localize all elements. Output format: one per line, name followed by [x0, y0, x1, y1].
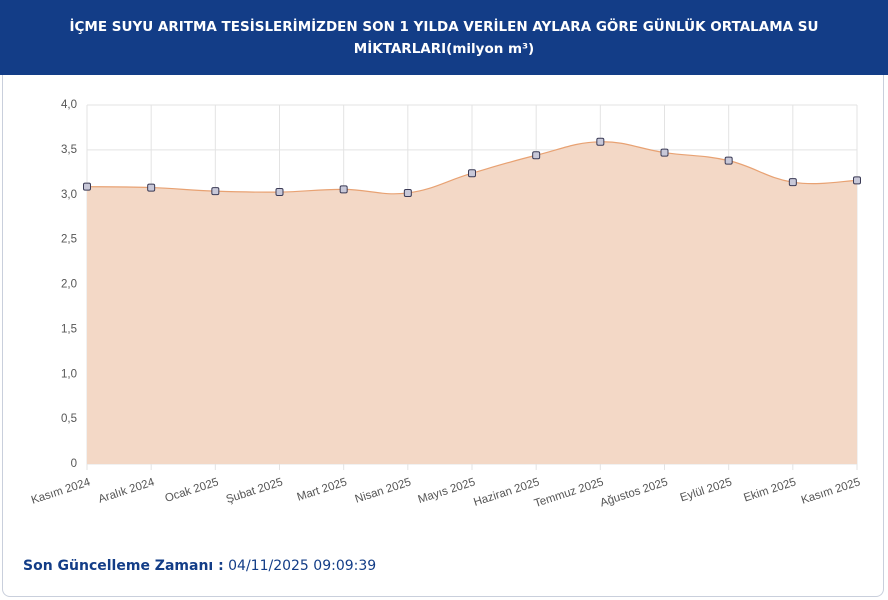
point: [403, 188, 412, 197]
x-tick-label: Eylül 2025: [679, 476, 734, 504]
x-tick-label: Ağustos 2025: [599, 476, 670, 509]
footer-value: 04/11/2025 09:09:39: [228, 558, 377, 574]
x-tick-label: Aralık 2024: [97, 476, 157, 506]
point: [724, 156, 733, 165]
chart-title: İÇME SUYU ARITMA TESİSLERİMİZDEN SON 1 Y…: [69, 18, 819, 57]
y-tick-label: 1,5: [61, 323, 77, 335]
x-tick-label: Şubat 2025: [225, 476, 285, 506]
point: [83, 182, 91, 191]
x-tick-label: Nisan 2025: [354, 476, 413, 505]
footer: Son Güncelleme Zamanı : 04/11/2025 09:09…: [23, 558, 376, 574]
chart: 0 0,5 1,0 1,5 2,0 2,5 3,0 3,5 4,0 Kasım 2024 Aralı…: [30, 99, 862, 510]
x-tick-label: Kasım 2025: [800, 476, 862, 506]
x-tick-label: Kasım 2024: [30, 476, 93, 507]
point: [339, 185, 348, 194]
y-tick-label: 2,0: [61, 279, 77, 291]
point: [596, 137, 605, 146]
x-tick-label: Mayıs 2025: [417, 476, 477, 506]
y-tick-label: 0,5: [61, 413, 77, 425]
area: [87, 141, 857, 464]
y-tick-label: 0: [71, 458, 77, 470]
x-tick-label: Mart 2025: [296, 476, 349, 503]
point: [147, 183, 156, 192]
y-tick-label: 4,0: [61, 99, 77, 111]
x-tick-label: Temmuz 2025: [533, 476, 605, 510]
footer-label: Son Güncelleme Zamanı :: [23, 558, 224, 574]
y-tick-label: 1,0: [61, 368, 77, 380]
header: İÇME SUYU ARITMA TESİSLERİMİZDEN SON 1 Y…: [0, 0, 888, 75]
point: [853, 176, 861, 185]
y-tick-label: 2,5: [61, 234, 77, 246]
y-tick-label: 3,0: [61, 189, 77, 201]
y-tick-label: 3,5: [61, 144, 77, 156]
point: [468, 169, 476, 178]
point: [211, 187, 220, 196]
x-tick-label: Ekim 2025: [742, 476, 797, 504]
point: [275, 188, 284, 197]
point: [660, 148, 669, 157]
x-tick-label: Ocak 2025: [164, 476, 221, 505]
point: [532, 151, 541, 160]
point: [788, 178, 797, 187]
x-tick-label: Haziran 2025: [472, 476, 541, 509]
